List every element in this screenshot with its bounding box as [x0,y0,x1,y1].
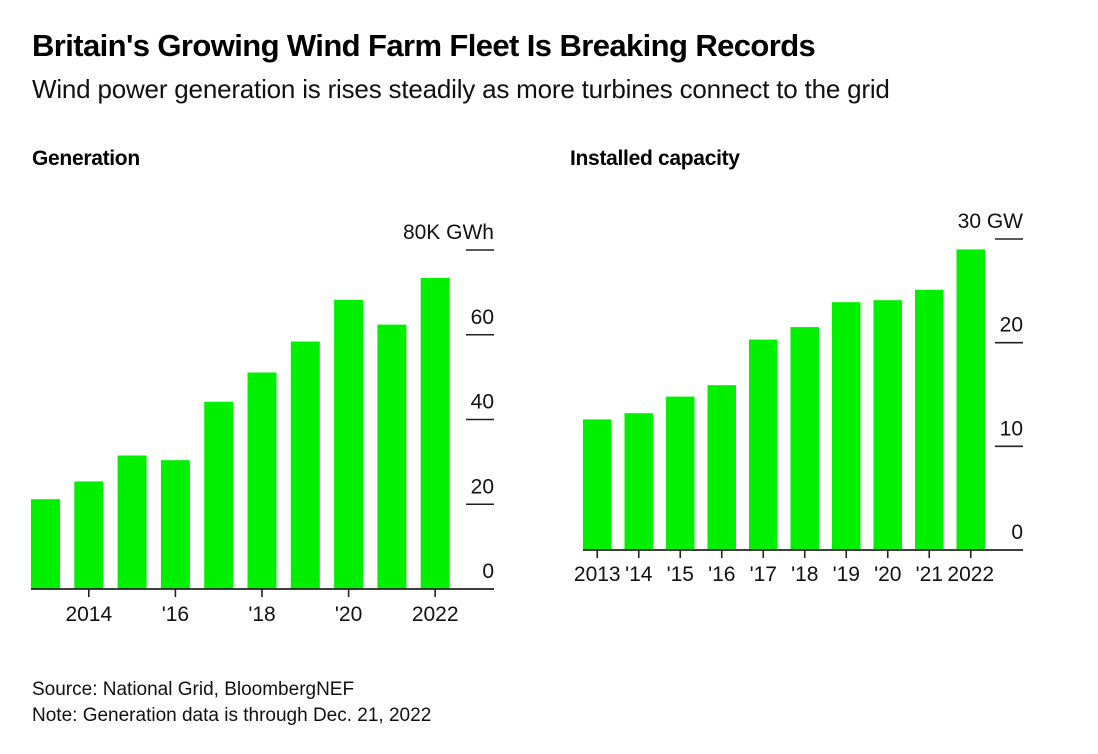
generation-bar-2015 [117,455,147,589]
capacity-x-tick-label: '17 [750,563,777,586]
capacity-y-tick-label: 10 [1000,417,1023,440]
capacity-panel-title: Installed capacity [570,147,740,170]
capacity-bar-2020 [873,300,902,550]
generation-x-tick-label: '16 [162,603,189,626]
generation-bar-2022 [420,278,450,589]
generation-bar-2016 [160,460,190,589]
capacity-bar-2018 [790,327,819,550]
capacity-x-tick-label: '20 [874,563,901,586]
chart-title: Britain's Growing Wind Farm Fleet Is Bre… [32,28,816,63]
generation-x-tick-label: 2022 [412,603,459,626]
generation-panel-title: Generation [32,147,140,170]
generation-y-tick-label: 0 [482,560,494,583]
capacity-y-tick-label: 30 GW [958,210,1024,233]
generation-x-tick-label: '18 [248,603,275,626]
generation-y-tick-label: 80K GWh [403,221,494,244]
capacity-bar-2019 [832,302,861,550]
generation-bar-2017 [204,401,234,589]
capacity-bar-2021 [915,289,944,550]
capacity-bar-2014 [624,413,653,550]
chart-subtitle: Wind power generation is rises steadily … [32,74,890,104]
capacity-x-tick-label: '16 [708,563,735,586]
capacity-x-tick-label: '18 [791,563,818,586]
generation-bar-2018 [247,372,277,589]
generation-bar-2013 [31,499,60,589]
generation-y-tick-label: 60 [471,306,494,329]
generation-y-tick-label: 20 [471,475,494,498]
footnote: Note: Generation data is through Dec. 21… [32,705,432,726]
capacity-bar-2017 [749,339,778,550]
capacity-y-tick-label: 0 [1011,521,1023,544]
generation-bar-2019 [290,341,320,589]
capacity-y-tick-label: 20 [1000,314,1023,337]
capacity-bar-2016 [707,385,736,550]
capacity-bar-2015 [666,396,695,550]
generation-bar-2020 [334,300,364,589]
capacity-bar-2022 [956,249,985,550]
capacity-x-tick-label: 2022 [947,563,994,586]
generation-y-tick-label: 40 [471,391,494,414]
capacity-x-tick-label: '19 [833,563,860,586]
capacity-x-tick-label: '15 [667,563,694,586]
generation-bar-2021 [377,324,407,589]
source-note: Source: National Grid, BloombergNEF [32,679,355,700]
capacity-x-tick-label: 2013 [574,563,621,586]
generation-x-tick-label: 2014 [65,603,112,626]
capacity-bar-2013 [583,419,612,550]
capacity-x-tick-label: '14 [625,563,653,586]
capacity-x-tick-label: '21 [916,563,943,586]
generation-bar-2014 [74,481,104,589]
generation-x-tick-label: '20 [335,603,362,626]
